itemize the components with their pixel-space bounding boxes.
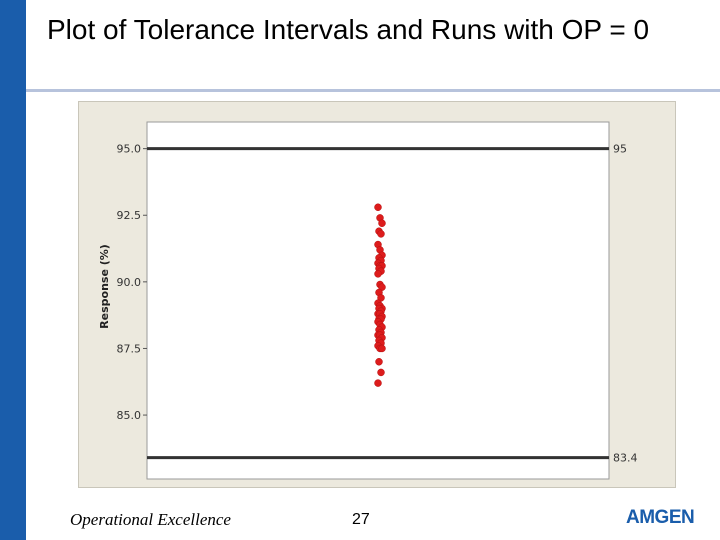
data-point [378, 219, 386, 227]
y-tick-label: 90.0 [117, 276, 142, 289]
data-point [378, 344, 386, 353]
accent-bar [0, 0, 26, 540]
slide-title: Plot of Tolerance Intervals and Runs wit… [47, 14, 650, 45]
data-point [374, 379, 382, 387]
tolerance-interval-chart: 95.0 92.5 90.0 87.5 85.0 Response (%) 95 83.4 [98, 121, 638, 480]
tolerance-limit-label: 83.4 [613, 452, 638, 465]
data-point [377, 368, 385, 377]
title-divider [26, 89, 720, 92]
y-axis-label: Response (%) [98, 244, 111, 329]
data-point [374, 203, 382, 212]
data-point [374, 270, 382, 278]
data-point [375, 358, 383, 366]
y-tick-label: 92.5 [117, 209, 142, 222]
y-tick-label: 87.5 [117, 342, 142, 355]
y-tick-label: 95.0 [117, 143, 142, 156]
amgen-logo: AMGEN [626, 507, 695, 528]
page-number: 27 [352, 511, 370, 528]
chart-panel: 95.0 92.5 90.0 87.5 85.0 Response (%) 95 83.4 [78, 101, 676, 488]
tolerance-limit-label: 95 [613, 143, 627, 156]
footer-caption: Operational Excellence [70, 510, 231, 529]
y-tick-label: 85.0 [117, 409, 142, 422]
data-point [377, 230, 385, 238]
